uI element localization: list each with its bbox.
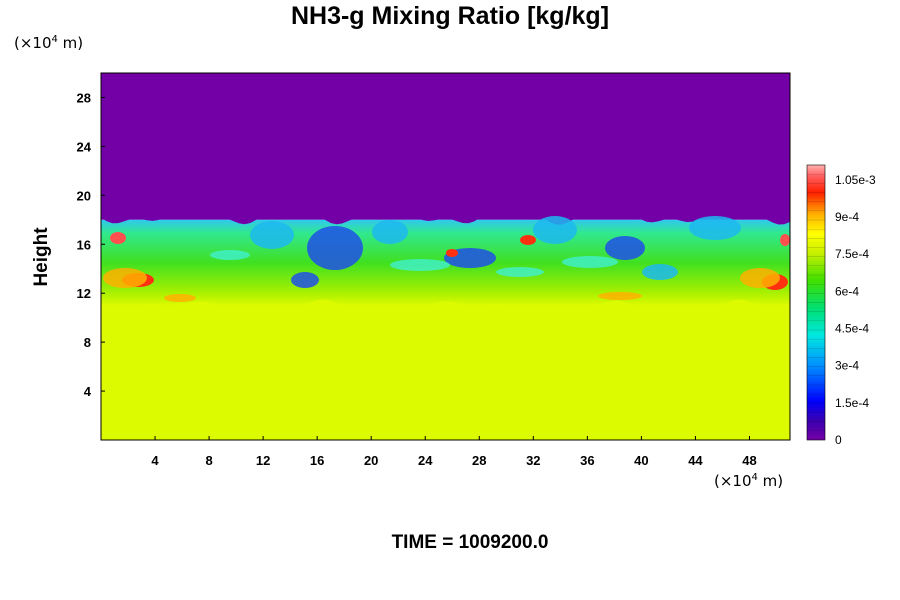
x-tick-label: 40 <box>634 453 648 468</box>
y-axis-unit: (×104 m) <box>14 34 83 52</box>
y-tick-label: 12 <box>77 286 91 301</box>
colorbar-tick-label: 0 <box>835 433 842 447</box>
x-tick-label: 36 <box>580 453 594 468</box>
hotspot-red <box>110 232 126 244</box>
x-unit-suffix: m) <box>757 472 784 490</box>
y-ticks: 4 8 12 16 20 24 28 <box>77 90 105 399</box>
chart-title: NH3-g Mixing Ratio [kg/kg] <box>290 2 610 30</box>
eddy-blue <box>605 236 645 260</box>
y-unit-exponent: 4 <box>51 34 58 45</box>
y-tick-label: 24 <box>77 139 92 154</box>
x-axis-unit: (×104 m) <box>714 472 783 490</box>
plot-frame <box>100 72 791 441</box>
heatmap-field <box>101 73 790 440</box>
x-unit-prefix: (×10 <box>714 472 752 490</box>
hotspot-red <box>780 234 790 246</box>
y-tick-label: 4 <box>84 384 92 399</box>
x-tick-label: 4 <box>151 453 159 468</box>
colorbar-tick-label: 4.5e-4 <box>835 322 869 336</box>
colorbar-tick-label: 1.5e-4 <box>835 396 869 410</box>
eddy-blue <box>250 221 294 249</box>
x-tick-label: 20 <box>364 453 378 468</box>
eddy-blue <box>689 216 741 240</box>
eddy-blue <box>642 264 678 280</box>
eddy-blue <box>372 220 408 244</box>
x-tick-label: 44 <box>688 453 703 468</box>
y-tick-label: 28 <box>77 90 91 105</box>
y-tick-label: 20 <box>77 188 91 203</box>
hotspot-orange <box>164 294 196 302</box>
colorbar-tick-label: 1.05e-3 <box>835 173 876 187</box>
x-tick-label: 12 <box>256 453 270 468</box>
eddy-cyan <box>390 259 450 271</box>
eddy-cyan <box>496 267 544 277</box>
upper-boundary <box>101 209 790 225</box>
x-tick-label: 24 <box>418 453 433 468</box>
x-unit-exponent: 4 <box>751 472 758 483</box>
x-tick-label: 16 <box>310 453 324 468</box>
eddy-blue <box>533 216 577 244</box>
hotspot-orange <box>740 268 780 288</box>
x-tick-label: 32 <box>526 453 540 468</box>
x-tick-label: 8 <box>205 453 212 468</box>
region-upper <box>101 73 790 220</box>
y-unit-suffix: m) <box>57 34 84 52</box>
hotspot-orange <box>598 292 642 300</box>
colorbar-bands <box>807 174 825 431</box>
y-unit-prefix: (×10 <box>14 34 52 52</box>
lower-boundary <box>101 299 790 320</box>
colorbar-tick-label: 9e-4 <box>835 210 859 224</box>
colorbar-tick-label: 3e-4 <box>835 359 859 373</box>
eddy-cyan <box>210 250 250 260</box>
colorbar-tick-label: 6e-4 <box>835 284 859 298</box>
colorbar-tick-label: 7.5e-4 <box>835 247 869 261</box>
eddy-blue <box>307 226 363 270</box>
region-lower <box>101 303 790 440</box>
x-tick-label: 28 <box>472 453 486 468</box>
x-ticks: 4 8 12 16 20 24 28 32 36 40 44 48 <box>151 436 757 468</box>
y-tick-label: 16 <box>77 237 91 252</box>
y-tick-label: 8 <box>84 335 91 350</box>
x-tick-label: 48 <box>742 453 756 468</box>
time-label: TIME = 1009200.0 <box>391 532 549 553</box>
colorbar-ticks: 0 1.5e-4 3e-4 4.5e-4 6e-4 7.5e-4 9e-4 1.05e-3 <box>835 173 876 447</box>
hotspot-red <box>446 249 458 257</box>
eddy-blue <box>291 272 319 288</box>
hotspot-orange <box>103 268 147 288</box>
eddy-cyan <box>562 256 618 268</box>
hotspot-red <box>520 235 536 245</box>
